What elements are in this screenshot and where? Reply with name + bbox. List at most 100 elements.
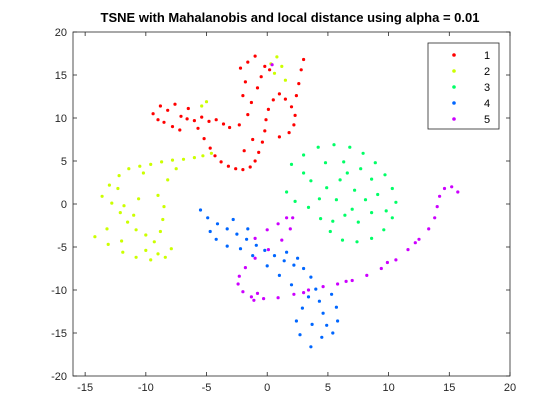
data-point — [249, 100, 253, 105]
data-point — [253, 159, 257, 163]
data-point — [291, 216, 295, 220]
legend-label[interactable]: 2 — [484, 66, 490, 78]
data-point — [442, 186, 447, 191]
data-point — [265, 264, 269, 268]
legend-label[interactable]: 5 — [484, 114, 490, 126]
data-point — [246, 60, 250, 64]
data-point — [283, 97, 287, 101]
series-3 — [285, 143, 398, 244]
data-point — [158, 104, 162, 108]
data-point — [348, 145, 352, 149]
data-point — [394, 258, 398, 262]
data-point — [100, 194, 104, 198]
data-point — [116, 186, 120, 191]
data-point — [221, 122, 226, 126]
data-point — [162, 205, 166, 209]
data-point — [255, 86, 260, 90]
data-point — [363, 198, 368, 202]
data-point — [137, 197, 141, 201]
data-point — [207, 119, 211, 123]
y-tick-label: 5 — [61, 156, 67, 168]
data-point — [394, 200, 398, 204]
data-point — [370, 177, 374, 181]
data-point — [338, 178, 342, 182]
data-point — [122, 204, 126, 208]
data-point — [118, 211, 122, 215]
data-point — [192, 119, 196, 123]
data-point — [253, 54, 257, 58]
data-point — [243, 266, 247, 270]
data-point — [262, 297, 266, 301]
data-point — [289, 105, 294, 109]
data-point — [200, 115, 204, 119]
data-point — [292, 263, 296, 267]
data-point — [228, 125, 232, 130]
data-point — [252, 298, 256, 302]
legend-label[interactable]: 1 — [484, 50, 490, 62]
data-point — [314, 287, 318, 291]
data-point — [306, 288, 311, 292]
data-point — [288, 227, 292, 231]
data-point — [105, 227, 109, 231]
data-point — [263, 129, 267, 133]
data-point — [285, 250, 289, 254]
data-point — [285, 190, 289, 194]
data-point — [332, 143, 336, 147]
legend[interactable]: 1 2 3 4 5 — [427, 42, 500, 130]
data-point — [272, 254, 277, 258]
data-point — [141, 171, 145, 175]
data-point — [208, 146, 212, 150]
y-tick-label: 20 — [55, 27, 67, 39]
data-point — [238, 247, 243, 251]
data-point — [219, 160, 223, 164]
data-point — [266, 248, 270, 252]
data-point — [361, 151, 365, 155]
data-point — [325, 323, 329, 327]
data-point — [376, 192, 380, 197]
legend-marker — [452, 53, 456, 57]
data-point — [93, 235, 97, 239]
data-point — [355, 240, 359, 244]
data-point — [196, 126, 200, 130]
data-point — [215, 222, 220, 226]
data-point — [163, 255, 167, 259]
data-point — [320, 335, 324, 339]
data-point — [265, 228, 269, 232]
data-point — [384, 209, 388, 213]
data-point — [321, 311, 325, 315]
data-point — [334, 305, 338, 309]
legend-label[interactable]: 3 — [484, 82, 490, 94]
data-point — [235, 232, 239, 236]
y-tick-label: -15 — [51, 328, 67, 340]
data-point — [296, 256, 300, 260]
data-point — [144, 233, 148, 237]
data-point — [151, 112, 155, 116]
y-tick-label: 0 — [61, 199, 67, 211]
data-point — [134, 255, 138, 259]
data-point — [134, 228, 138, 232]
data-point — [456, 190, 460, 194]
y-tick-label: -5 — [57, 242, 67, 254]
legend-label[interactable]: 4 — [484, 98, 490, 110]
y-tick-label: 15 — [55, 70, 67, 82]
data-point — [321, 285, 325, 289]
data-point — [302, 266, 306, 271]
data-point — [192, 156, 196, 160]
data-point — [277, 273, 281, 277]
data-point — [413, 241, 417, 245]
data-point — [156, 252, 160, 256]
data-point — [417, 237, 421, 241]
data-point — [292, 292, 296, 296]
data-point — [334, 198, 338, 202]
data-point — [350, 207, 354, 211]
legend-box — [427, 42, 500, 130]
data-point — [276, 222, 280, 226]
data-point — [204, 100, 209, 104]
data-point — [330, 292, 334, 296]
data-point — [166, 108, 170, 112]
data-point — [382, 228, 386, 232]
data-point — [294, 94, 298, 98]
y-tick-label: -20 — [51, 371, 67, 383]
